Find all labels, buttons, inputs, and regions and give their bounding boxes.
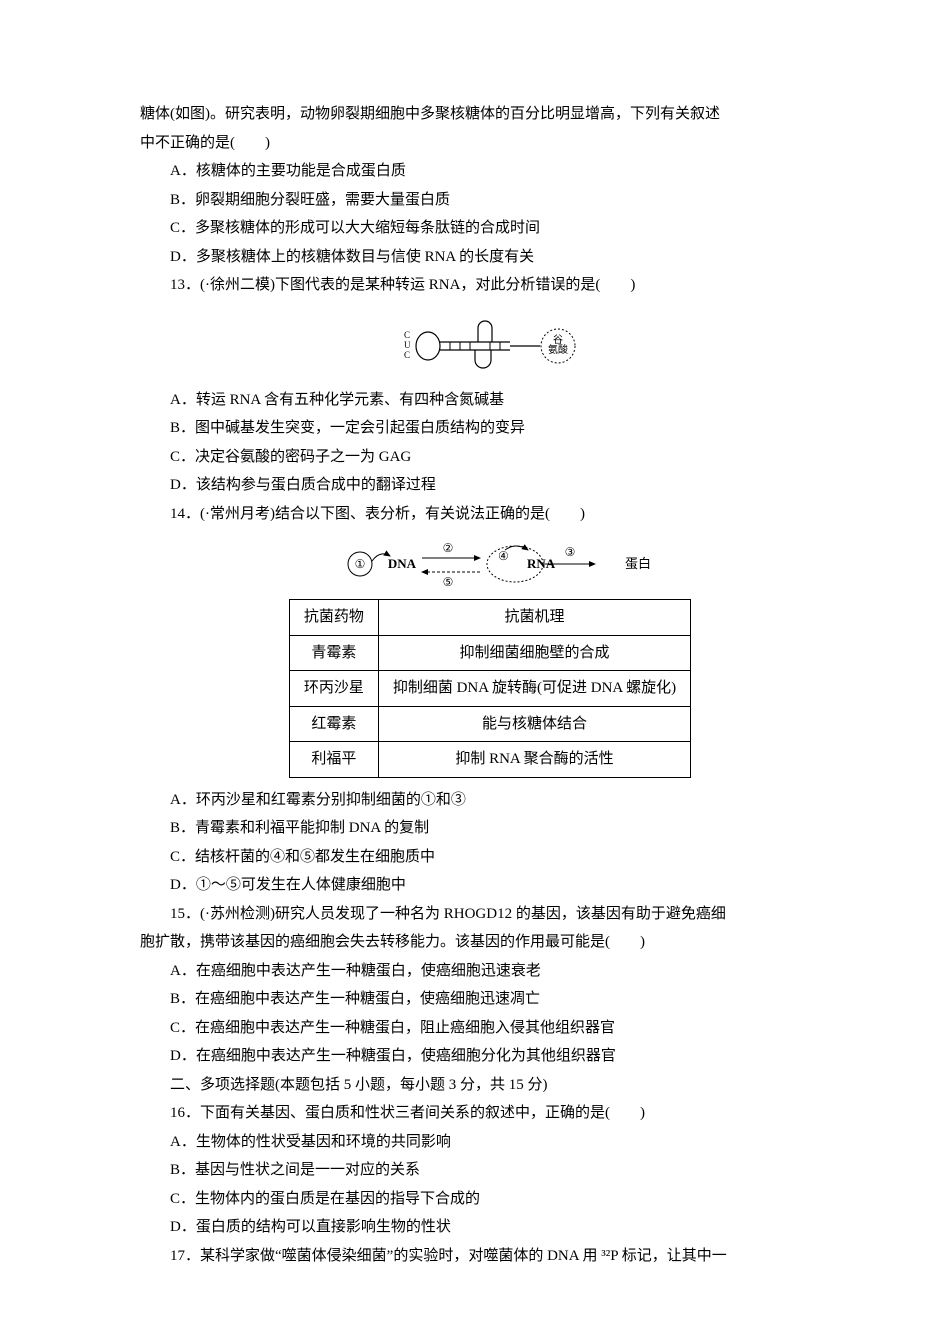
q13-opt-d: D．该结构参与蛋白质合成中的翻译过程 — [140, 471, 840, 500]
q14-stem: 14．(·常州月考)结合以下图、表分析，有关说法正确的是( ) — [140, 500, 840, 529]
cell: 利福平 — [289, 742, 378, 778]
cell: 红霉素 — [289, 706, 378, 742]
q15-opt-a: A．在癌细胞中表达产生一种糖蛋白，使癌细胞迅速衰老 — [140, 957, 840, 986]
th-drug: 抗菌药物 — [289, 600, 378, 636]
q12-opt-a: A．核糖体的主要功能是合成蛋白质 — [140, 157, 840, 186]
q14-opt-b: B．青霉素和利福平能抑制 DNA 的复制 — [140, 814, 840, 843]
cell: 环丙沙星 — [289, 671, 378, 707]
q13-opt-a: A．转运 RNA 含有五种化学元素、有四种含氮碱基 — [140, 386, 840, 415]
q16-opt-b: B．基因与性状之间是一一对应的关系 — [140, 1156, 840, 1185]
table-row: 环丙沙星 抑制细菌 DNA 旋转酶(可促进 DNA 螺旋化) — [289, 671, 690, 707]
table-row: 利福平 抑制 RNA 聚合酶的活性 — [289, 742, 690, 778]
q12-opt-c: C．多聚核糖体的形成可以大大缩短每条肽链的合成时间 — [140, 214, 840, 243]
aa-label-2: 氨酸 — [548, 343, 568, 356]
anticodon-2: U — [404, 340, 411, 350]
q15-stem-2: 胞扩散，携带该基因的癌细胞会失去转移能力。该基因的作用最可能是( ) — [140, 928, 840, 957]
q14-opt-a: A．环丙沙星和红霉素分别抑制细菌的①和③ — [140, 786, 840, 815]
q14-opt-c: C．结核杆菌的④和⑤都发生在细胞质中 — [140, 843, 840, 872]
q16-opt-d: D．蛋白质的结构可以直接影响生物的性状 — [140, 1213, 840, 1242]
cell: 青霉素 — [289, 635, 378, 671]
q13-stem: 13．(·徐州二模)下图代表的是某种转运 RNA，对此分析错误的是( ) — [140, 271, 840, 300]
q14-table: 抗菌药物 抗菌机理 青霉素 抑制细菌细胞壁的合成 环丙沙星 抑制细菌 DNA 旋… — [289, 599, 691, 778]
table-row: 红霉素 能与核糖体结合 — [289, 706, 690, 742]
q14-figure: ① DNA ② ⑤ ④ RNA ③ 蛋白质 — [140, 536, 840, 591]
q12-opt-d: D．多聚核糖体上的核糖体数目与信使 RNA 的长度有关 — [140, 243, 840, 272]
anticodon-3: C — [404, 350, 410, 360]
q12-stem-line1: 糖体(如图)。研究表明，动物卵裂期细胞中多聚核糖体的百分比明显增高，下列有关叙述 — [140, 100, 840, 129]
q15-opt-b: B．在癌细胞中表达产生一种糖蛋白，使癌细胞迅速凋亡 — [140, 985, 840, 1014]
cell: 抑制 RNA 聚合酶的活性 — [378, 742, 690, 778]
cell: 抑制细菌 DNA 旋转酶(可促进 DNA 螺旋化) — [378, 671, 690, 707]
q15-stem-1: 15．(·苏州检测)研究人员发现了一种名为 RHOGD12 的基因，该基因有助于… — [140, 900, 840, 929]
lbl-4: ④ — [498, 549, 509, 563]
q13-opt-c: C．决定谷氨酸的密码子之一为 GAG — [140, 443, 840, 472]
q13-figure: C U C 谷 氨酸 — [140, 308, 840, 378]
q16-opt-a: A．生物体的性状受基因和环境的共同影响 — [140, 1128, 840, 1157]
lbl-1: ① — [355, 557, 366, 571]
anticodon-1: C — [404, 330, 410, 340]
section-2-title: 二、多项选择题(本题包括 5 小题，每小题 3 分，共 15 分) — [140, 1071, 840, 1100]
q14-opt-d: D．①～⑤可发生在人体健康细胞中 — [140, 871, 840, 900]
lbl-3: ③ — [565, 545, 576, 559]
q16-stem: 16．下面有关基因、蛋白质和性状三者间关系的叙述中，正确的是( ) — [140, 1099, 840, 1128]
page: 糖体(如图)。研究表明，动物卵裂期细胞中多聚核糖体的百分比明显增高，下列有关叙述… — [0, 0, 950, 1330]
lbl-dna: DNA — [388, 556, 417, 571]
q13-opt-b: B．图中碱基发生突变，一定会引起蛋白质结构的变异 — [140, 414, 840, 443]
cell: 抑制细菌细胞壁的合成 — [378, 635, 690, 671]
q15-opt-d: D．在癌细胞中表达产生一种糖蛋白，使癌细胞分化为其他组织器官 — [140, 1042, 840, 1071]
q12-stem-line2: 中不正确的是( ) — [140, 129, 840, 158]
q15-opt-c: C．在癌细胞中表达产生一种糖蛋白，阻止癌细胞入侵其他组织器官 — [140, 1014, 840, 1043]
lbl-prot: 蛋白质 — [625, 556, 650, 571]
q16-opt-c: C．生物体内的蛋白质是在基因的指导下合成的 — [140, 1185, 840, 1214]
table-row: 青霉素 抑制细菌细胞壁的合成 — [289, 635, 690, 671]
table-row: 抗菌药物 抗菌机理 — [289, 600, 690, 636]
lbl-5: ⑤ — [443, 575, 454, 589]
cell: 能与核糖体结合 — [378, 706, 690, 742]
q17-stem: 17．某科学家做“噬菌体侵染细菌”的实验时，对噬菌体的 DNA 用 ³²P 标记… — [140, 1242, 840, 1271]
q12-opt-b: B．卵裂期细胞分裂旺盛，需要大量蛋白质 — [140, 186, 840, 215]
th-mech: 抗菌机理 — [378, 600, 690, 636]
lbl-2: ② — [443, 541, 454, 555]
